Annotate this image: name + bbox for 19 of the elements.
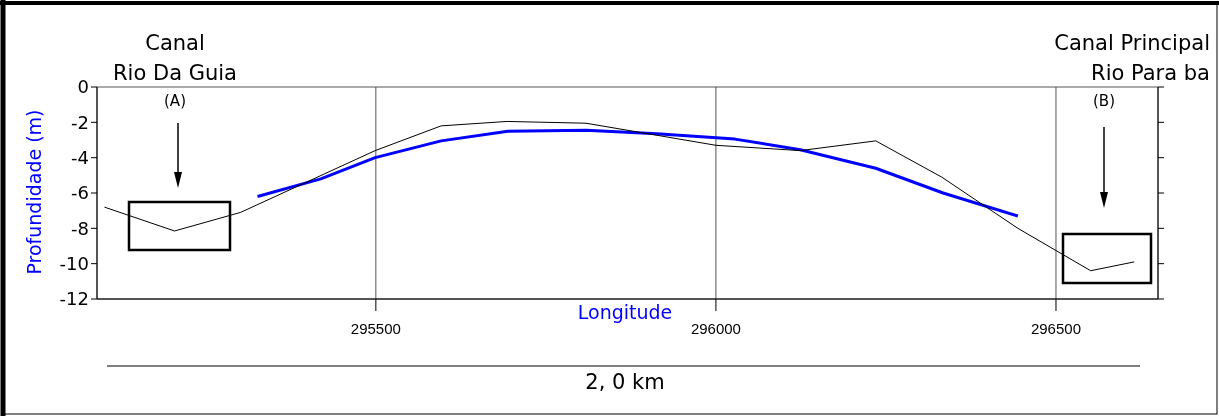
x-tick-label: 296000 [690, 319, 741, 337]
y-tick-label: -10 [59, 253, 89, 275]
y-tick-label: -2 [71, 111, 89, 133]
y-tick-label: -6 [71, 182, 89, 204]
line-series [256, 128, 1020, 218]
text: Canal Principal Rio Para ba [1053, 30, 1210, 87]
y-tick-label: 0 [77, 76, 89, 98]
line-series [103, 120, 1135, 272]
annotation: (A) [163, 92, 187, 110]
x-axis-title: Longitude [577, 301, 673, 323]
y-tick-label: -8 [71, 217, 89, 239]
x-tick-label: 295500 [350, 319, 401, 337]
y-axis-title: Profundidade (m) [23, 108, 45, 277]
text: 2, 0 km [584, 370, 666, 394]
x-tick-label: 296500 [1030, 319, 1082, 337]
y-tick-label: -4 [71, 147, 89, 169]
y-tick-label: -12 [59, 288, 89, 310]
text: Canal Rio Da Guia [113, 31, 237, 85]
annotation: (B) [1092, 92, 1116, 110]
